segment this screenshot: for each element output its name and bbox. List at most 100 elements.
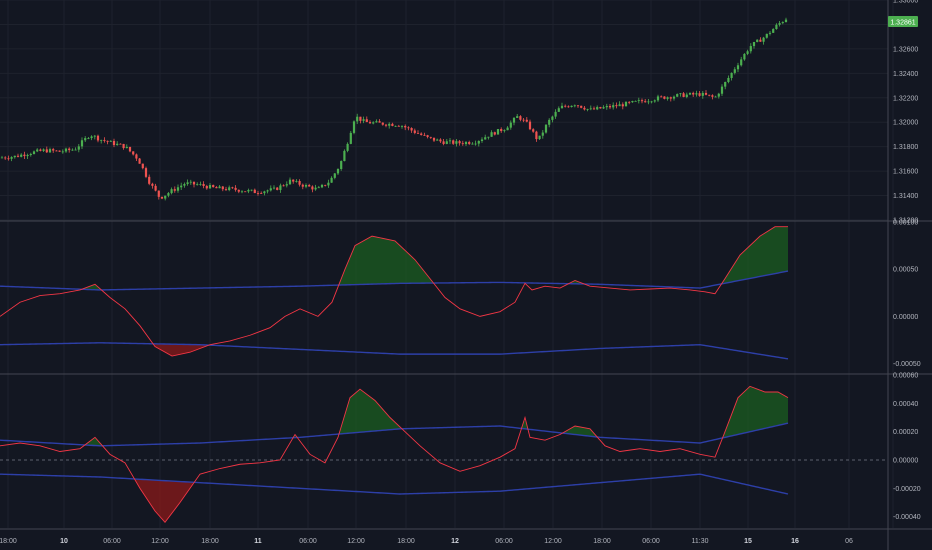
candle: [682, 92, 685, 98]
candle: [592, 106, 596, 110]
candle: [39, 148, 42, 152]
candle: [400, 125, 404, 129]
candle: [503, 129, 506, 133]
candle: [676, 93, 679, 98]
candle: [637, 97, 640, 104]
candle: [96, 134, 100, 143]
candle: [109, 140, 112, 142]
candle: [336, 168, 340, 176]
candle: [205, 184, 208, 190]
candle: [250, 189, 253, 192]
price-pane[interactable]: [0, 17, 788, 201]
candle: [381, 122, 384, 126]
candle: [634, 100, 637, 102]
candle: [340, 160, 343, 171]
candle: [714, 95, 717, 98]
candle: [570, 105, 573, 108]
candle: [0, 155, 4, 159]
candle: [471, 142, 474, 145]
candle: [231, 186, 234, 189]
oscillator-pane-1[interactable]: [0, 226, 789, 360]
candle: [279, 183, 282, 193]
candle: [416, 130, 420, 134]
candle: [532, 128, 535, 133]
candle: [186, 179, 189, 186]
candle: [522, 117, 525, 123]
candle: [343, 149, 346, 162]
candle: [506, 126, 509, 131]
candle: [160, 196, 164, 200]
candle: [759, 37, 762, 42]
candle: [48, 147, 52, 153]
candle: [733, 67, 736, 75]
candle: [173, 186, 176, 193]
candle: [784, 17, 788, 23]
price-tick-label: 1.31400: [893, 193, 918, 200]
candle: [87, 137, 90, 140]
candle: [439, 138, 442, 144]
candle: [560, 102, 564, 109]
candle: [519, 115, 522, 122]
candle: [762, 36, 765, 45]
candle: [237, 189, 240, 194]
candle: [573, 104, 576, 108]
lower-band-line: [0, 342, 789, 360]
candle: [32, 150, 36, 155]
candle: [244, 191, 247, 193]
candle: [148, 174, 151, 186]
candle: [442, 138, 445, 146]
time-scale[interactable]: 18:00 10 06:00 12:00 18:00 11 06:00 12:00 18:00 1…: [0, 538, 853, 545]
candle: [311, 185, 314, 193]
candle: [653, 99, 656, 103]
candle: [631, 100, 634, 103]
candle: [708, 94, 711, 97]
candle: [650, 100, 653, 104]
candle: [68, 147, 71, 153]
candle: [266, 189, 269, 194]
oscillator-tick-label: -0.00050: [893, 361, 921, 368]
time-tick-label: 18:00: [0, 538, 17, 545]
candle: [116, 141, 119, 146]
candle: [736, 62, 740, 73]
candle: [272, 185, 276, 190]
candle: [672, 95, 676, 101]
candle: [324, 184, 327, 187]
candle: [544, 124, 548, 134]
candle: [180, 182, 183, 190]
candle: [464, 140, 468, 146]
time-tick-label: 06:00: [642, 538, 660, 545]
candle: [183, 182, 186, 188]
candle: [528, 119, 532, 131]
candle: [247, 188, 250, 194]
candle: [621, 102, 624, 110]
candle: [372, 121, 375, 125]
time-tick-label: 18:00: [397, 538, 415, 545]
price-tick-label: 1.32200: [893, 95, 918, 102]
candle: [16, 153, 20, 158]
candle: [448, 137, 452, 145]
candle: [84, 136, 87, 142]
candle: [679, 93, 682, 97]
candle: [154, 183, 157, 192]
candle: [704, 90, 708, 96]
candle: [775, 23, 778, 30]
candle: [452, 139, 455, 145]
price-tick-label: 1.32000: [893, 120, 918, 127]
candle: [93, 134, 96, 140]
candle: [138, 158, 141, 164]
candle: [666, 96, 669, 101]
candle: [55, 150, 58, 152]
candle: [365, 116, 368, 123]
candle: [516, 114, 519, 118]
candle: [772, 28, 775, 34]
oscillator-pane-2[interactable]: [0, 385, 888, 524]
time-tick-label: 11:30: [692, 538, 709, 545]
time-tick-label: 15: [744, 538, 752, 545]
candle: [58, 150, 61, 152]
price-scale[interactable]: 1.330001.328001.326001.324001.322001.320…: [893, 0, 921, 521]
candle: [112, 138, 116, 148]
candle: [4, 156, 7, 160]
candle: [701, 91, 704, 99]
